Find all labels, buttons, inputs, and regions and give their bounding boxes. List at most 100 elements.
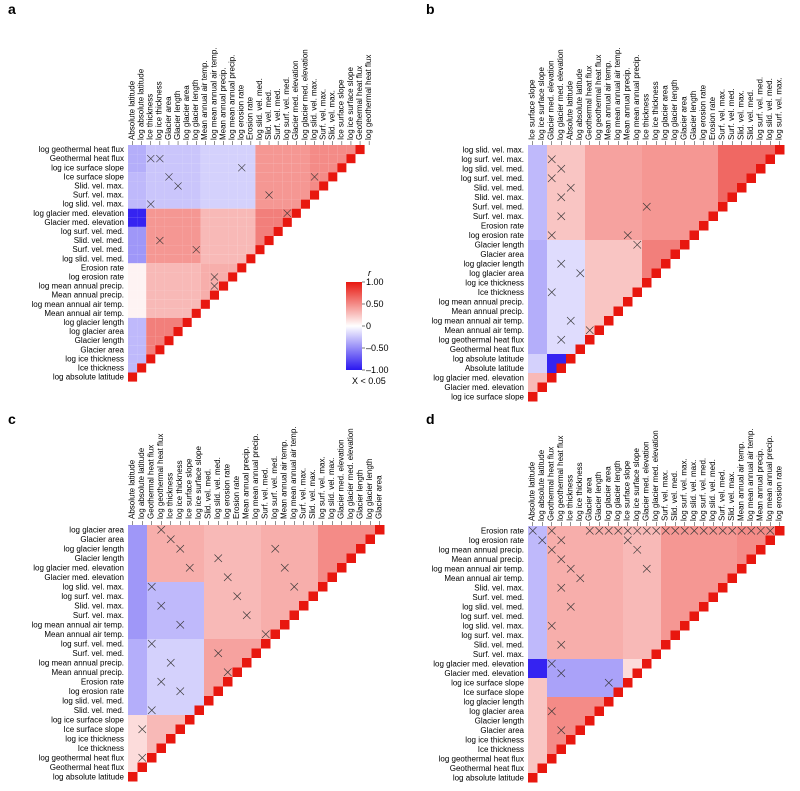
heatmap-cell [528, 640, 538, 650]
heatmap-cell [537, 249, 547, 259]
heatmap-cell [318, 553, 328, 563]
heatmap-cell [128, 254, 138, 264]
heatmap-cell [661, 202, 671, 212]
heatmap-cell [623, 240, 633, 250]
heatmap-cell [246, 145, 256, 155]
heatmap-cell [237, 199, 247, 209]
heatmap-cell [566, 344, 576, 354]
heatmap-cell [182, 217, 192, 227]
heatmap-cell [261, 639, 271, 649]
column-label: Ice thickness [146, 94, 155, 140]
heatmap-cell [128, 724, 138, 734]
heatmap-cell [146, 290, 156, 300]
column-label: Surf. vel. med. [718, 469, 727, 521]
heatmap-cell [137, 363, 147, 373]
heatmap-cell [308, 563, 318, 573]
column-label: Mean annual air temp. [604, 60, 613, 140]
heatmap-cell [528, 554, 538, 564]
heatmap-cell [604, 306, 614, 316]
heatmap-cell [632, 183, 642, 193]
heatmap-cell [528, 564, 538, 574]
heatmap-cell [575, 344, 585, 354]
nonsignificant-cross [557, 555, 566, 564]
heatmap-cell [689, 230, 699, 240]
heatmap-cell [137, 336, 147, 346]
heatmap-cell [632, 583, 642, 593]
row-label: log ice surface slope [451, 678, 524, 687]
heatmap-cell [537, 145, 547, 155]
heatmap-cell [228, 190, 238, 200]
column-label: log glacier area [182, 85, 191, 140]
column-label: log mean annual precip. [227, 55, 236, 140]
heatmap-cell [556, 687, 566, 697]
heatmap-cell [651, 192, 661, 202]
column-label: log geothermal heat flux [594, 55, 603, 140]
heatmap-cell [128, 534, 138, 544]
heatmap-cell [223, 610, 233, 620]
heatmap-cell [566, 259, 576, 269]
nonsignificant-cross [566, 316, 575, 325]
heatmap-cell [537, 573, 547, 583]
heatmap-cell [699, 202, 709, 212]
heatmap-cell [270, 572, 280, 582]
heatmap-cell [146, 281, 156, 291]
column-label: Mean annual air temp. [737, 441, 746, 521]
row-label: Ice surface slope [64, 725, 125, 734]
heatmap-cell [137, 354, 147, 364]
heatmap-cell [346, 525, 356, 535]
heatmap-cell [209, 154, 219, 164]
heatmap-cell [594, 687, 604, 697]
heatmap-cell [300, 145, 310, 155]
heatmap-cell [182, 154, 192, 164]
heatmap-cell [137, 563, 147, 573]
heatmap-cell [661, 554, 671, 564]
heatmap-cell [251, 591, 261, 601]
heatmap-cell [308, 591, 318, 601]
heatmap-cell [191, 272, 201, 282]
column-label: log glacier length [365, 459, 374, 519]
heatmap-cell [537, 230, 547, 240]
heatmap-cell [699, 211, 709, 221]
heatmap-cell [566, 268, 576, 278]
row-label: log surf. vel. max. [461, 155, 524, 164]
heatmap-cell [146, 345, 156, 355]
nonsignificant-cross [547, 174, 556, 183]
heatmap-cell [191, 154, 201, 164]
heatmap-cell [547, 744, 557, 754]
heatmap-cell [185, 705, 195, 715]
heatmap-cell [273, 154, 283, 164]
heatmap-cell [585, 259, 595, 269]
heatmap-cell [194, 705, 204, 715]
heatmap-cell [182, 299, 192, 309]
heatmap-cell [623, 278, 633, 288]
heatmap-cell [613, 173, 623, 183]
heatmap-cell [128, 263, 138, 273]
heatmap-cell [137, 534, 147, 544]
heatmap-cell [166, 734, 176, 744]
heatmap-cell [575, 335, 585, 345]
row-label: Ice thickness [478, 745, 524, 754]
row-label: log surf. vel. med. [461, 174, 524, 183]
heatmap-cell [182, 208, 192, 218]
heatmap-cell [661, 640, 671, 650]
heatmap-cell [328, 145, 338, 155]
heatmap-cell [232, 572, 242, 582]
heatmap-cell [137, 734, 147, 744]
row-label: log glacier area [469, 707, 524, 716]
heatmap-cell [128, 563, 138, 573]
heatmap-cell [689, 573, 699, 583]
heatmap-cell [328, 154, 338, 164]
heatmap-cell [547, 735, 557, 745]
heatmap-cell [547, 678, 557, 688]
heatmap-cell [128, 667, 138, 677]
heatmap-cell [670, 202, 680, 212]
column-label: log surf. vel. max. [680, 458, 689, 521]
heatmap-cell [756, 154, 766, 164]
heatmap-cell [670, 621, 680, 631]
heatmap-cell [699, 545, 709, 555]
heatmap-cell [137, 317, 147, 327]
heatmap-cell [528, 668, 538, 678]
heatmap-cell [128, 582, 138, 592]
heatmap-cell [137, 629, 147, 639]
column-label: Surf. vel. med. [273, 88, 282, 140]
